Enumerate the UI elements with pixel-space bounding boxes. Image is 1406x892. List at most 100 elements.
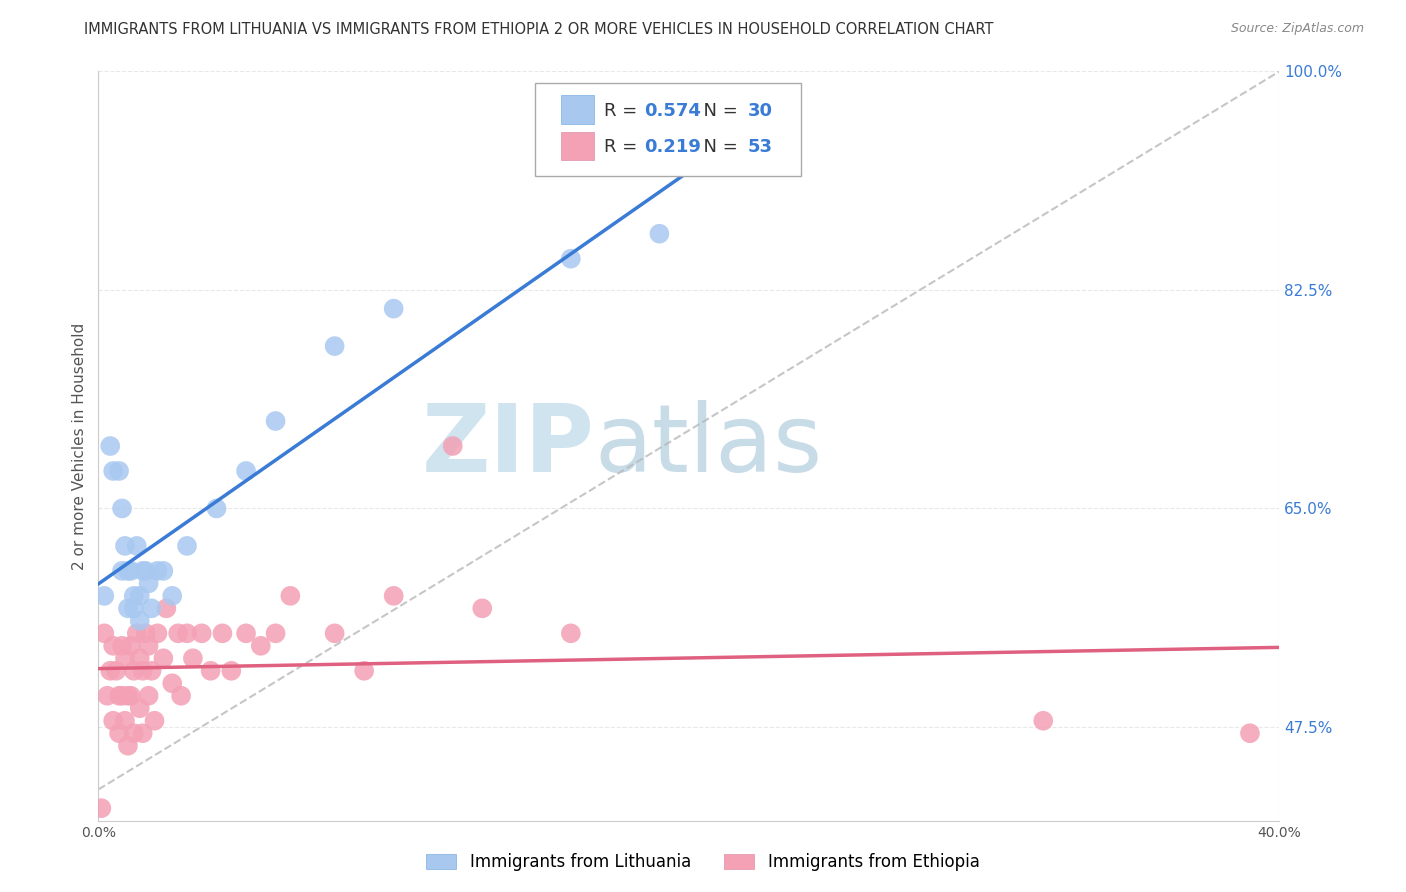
Point [105,664,128,678]
Point [125,626,148,640]
Point [1032,714,1054,728]
Point [128,651,150,665]
Point [120,689,142,703]
Point [117,689,139,703]
Text: atlas: atlas [595,400,823,492]
Point [108,689,131,703]
Text: 30: 30 [748,102,773,120]
Point [111,689,134,703]
Point [264,414,287,428]
Point [103,464,125,478]
Point [382,589,405,603]
Point [205,501,228,516]
Point [98,439,121,453]
FancyBboxPatch shape [536,83,801,177]
FancyBboxPatch shape [561,95,595,124]
Point [141,601,163,615]
Point [93,626,115,640]
Point [141,664,163,678]
Text: IMMIGRANTS FROM LITHUANIA VS IMMIGRANTS FROM ETHIOPIA 2 OR MORE VEHICLES IN HOUS: IMMIGRANTS FROM LITHUANIA VS IMMIGRANTS … [84,22,994,37]
Point [114,714,136,728]
Point [103,714,125,728]
Point [162,676,183,690]
Point [560,626,582,640]
Point [120,564,142,578]
Point [122,726,145,740]
Point [125,539,148,553]
Text: 53: 53 [748,138,773,156]
FancyBboxPatch shape [561,131,595,160]
Point [128,589,150,603]
Point [111,564,134,578]
Point [162,589,183,603]
Point [135,564,157,578]
Point [128,701,150,715]
Point [122,601,145,615]
Legend: Immigrants from Lithuania, Immigrants from Ethiopia: Immigrants from Lithuania, Immigrants fr… [418,845,988,880]
Point [108,464,131,478]
Point [114,539,136,553]
Point [132,664,155,678]
Point [108,726,131,740]
Point [235,626,257,640]
Point [155,601,177,615]
Point [167,626,190,640]
Point [648,227,671,241]
Point [200,664,222,678]
Point [96,689,118,703]
Point [117,601,139,615]
Point [146,564,169,578]
Point [122,589,145,603]
Point [90,801,112,815]
Y-axis label: 2 or more Vehicles in Household: 2 or more Vehicles in Household [72,322,87,570]
Point [441,439,464,453]
Point [264,626,287,640]
Point [117,564,139,578]
Point [138,576,160,591]
Point [138,689,160,703]
Point [170,689,193,703]
Text: N =: N = [693,138,744,156]
Point [120,639,142,653]
Point [221,664,243,678]
Point [93,589,115,603]
Point [128,614,150,628]
Point [323,339,346,353]
Point [111,639,134,653]
Point [382,301,405,316]
Point [152,651,174,665]
Point [132,726,155,740]
Point [560,252,582,266]
Text: R =: R = [605,138,643,156]
Point [122,664,145,678]
Point [135,626,157,640]
Text: N =: N = [693,102,744,120]
Point [143,714,166,728]
Text: 0.219: 0.219 [644,138,702,156]
Point [152,564,174,578]
Point [280,589,302,603]
Text: ZIP: ZIP [422,400,595,492]
Text: R =: R = [605,102,643,120]
Text: 0.574: 0.574 [644,102,702,120]
Point [176,539,198,553]
Point [117,739,139,753]
Point [176,626,198,640]
Point [191,626,214,640]
Point [353,664,375,678]
Point [235,464,257,478]
Point [111,501,134,516]
Point [138,639,160,653]
Point [211,626,233,640]
Point [114,651,136,665]
Point [471,601,494,615]
Point [103,639,125,653]
Point [98,664,121,678]
Point [181,651,204,665]
Point [1239,726,1261,740]
Point [132,564,155,578]
Text: Source: ZipAtlas.com: Source: ZipAtlas.com [1230,22,1364,36]
Point [146,626,169,640]
Point [323,626,346,640]
Point [250,639,273,653]
